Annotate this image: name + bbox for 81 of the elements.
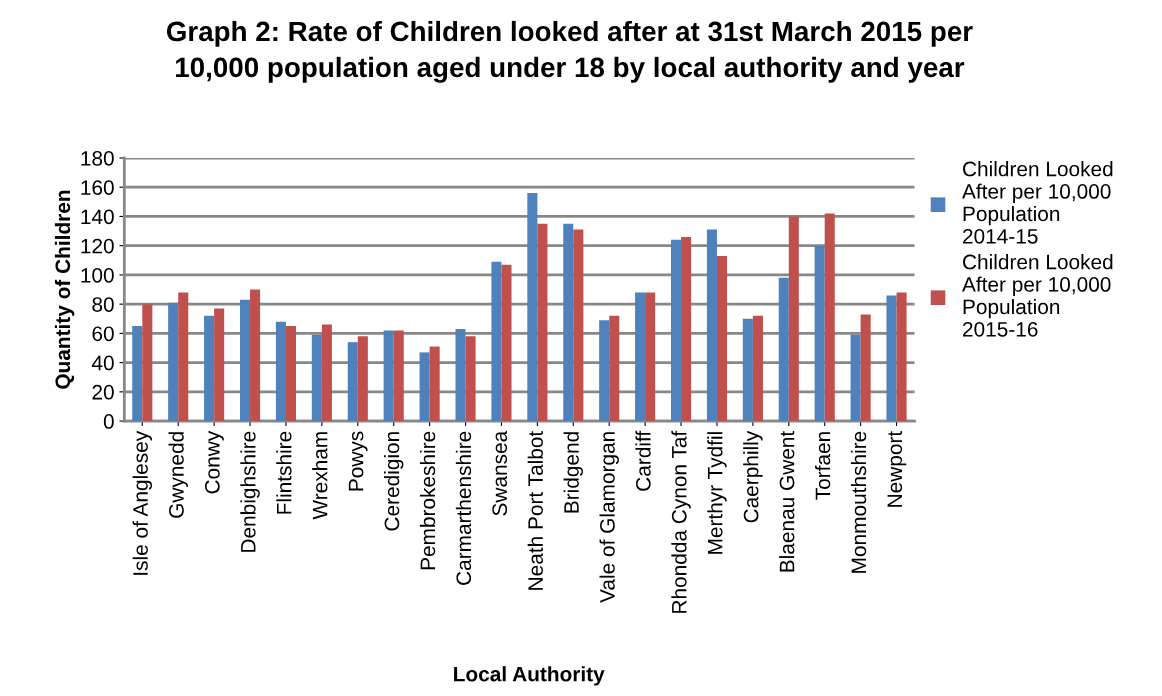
y-tick-label: 40	[91, 355, 114, 371]
x-tick-label: Pembrokeshire	[419, 431, 436, 570]
bar	[573, 229, 584, 422]
bar	[178, 292, 189, 422]
x-tick-label: Vale of Glamorgan	[599, 432, 619, 603]
y-tick-label: 180	[81, 150, 114, 166]
bar	[752, 315, 763, 422]
y-tick-label: 140	[81, 209, 114, 225]
bar	[896, 292, 907, 422]
x-tick-label: Rhondda Cynon Taf	[671, 430, 691, 613]
x-tick-label: Merthyr Tydfil	[707, 432, 727, 554]
bar	[886, 295, 897, 422]
bar	[814, 245, 825, 422]
bar	[275, 321, 286, 422]
bar	[142, 304, 153, 422]
bar	[239, 299, 251, 422]
x-tick-label: Wrexham	[312, 432, 328, 520]
x-tick-label: Denbighshire	[240, 431, 260, 552]
bar	[527, 193, 538, 422]
bar	[742, 318, 753, 422]
y-tick-label: 20	[92, 384, 114, 400]
bar	[609, 315, 620, 422]
y-tick-label: 0	[103, 414, 114, 429]
bar	[563, 223, 574, 422]
bar	[537, 223, 548, 422]
bar	[824, 213, 835, 422]
bar	[716, 255, 728, 422]
chart-title: Graph 2: Rate of Children looked after at 31st March 2015 per 10,000 population aged under 18 by local authority and year	[166, 20, 973, 83]
bar	[250, 289, 261, 422]
x-tick-label: Carmarthenshire	[455, 431, 472, 585]
bar	[393, 330, 404, 422]
x-tick-label: Isle of Anglesey	[132, 430, 152, 575]
bar	[132, 326, 143, 422]
x-tick-label: Gwynedd	[168, 432, 188, 518]
bar	[311, 334, 322, 422]
y-tick-label: 100	[81, 267, 114, 283]
x-tick-label: Cardiff	[635, 430, 651, 491]
x-tick-label: Bridgend	[563, 432, 583, 513]
bar	[214, 308, 225, 422]
x-tick-label: Caerphilly	[743, 430, 763, 523]
x-tick-label: Blaenau Gwent	[779, 430, 795, 572]
bar	[681, 236, 692, 422]
y-tick-label: 60	[92, 326, 114, 342]
x-tick-label: Conwy	[204, 430, 224, 494]
legend-label: Children Looked After per 10,000 Population 2015-16	[962, 254, 1113, 337]
x-tick-label: Ceredigion	[384, 432, 404, 531]
x-tick-label: Monmouthshire	[850, 431, 867, 573]
x-axis-title: Local Authority	[454, 666, 605, 686]
y-tick-label: 160	[81, 180, 114, 195]
x-tick-label: Newport	[887, 430, 907, 507]
bar	[706, 229, 717, 422]
y-tick-label: 120	[81, 238, 114, 254]
bar	[788, 216, 799, 422]
bar	[383, 330, 394, 422]
bar	[455, 329, 466, 422]
bar	[357, 336, 368, 422]
y-tick-label: 80	[92, 297, 114, 312]
bar	[168, 302, 179, 422]
bar	[347, 342, 358, 422]
bar	[635, 292, 646, 422]
bar	[778, 277, 789, 422]
x-tick-label: Neath Port Talbot	[527, 430, 543, 590]
bar	[850, 334, 861, 422]
bar	[204, 315, 215, 422]
bar	[465, 336, 476, 422]
x-tick-label: Swansea	[492, 430, 508, 516]
bar	[419, 352, 430, 422]
legend-label: Children Looked After per 10,000 Population 2014-15	[962, 161, 1113, 244]
bar	[860, 314, 871, 422]
bar	[285, 326, 297, 422]
bar	[321, 324, 332, 422]
x-tick-label: Powys	[348, 431, 368, 491]
x-tick-label: Torfaen	[815, 432, 831, 500]
bar	[501, 264, 512, 422]
bar	[645, 292, 656, 422]
y-axis-title: Quantity of Children	[54, 190, 75, 389]
bar	[670, 239, 682, 422]
bar	[491, 261, 502, 422]
bar	[429, 346, 440, 422]
bar	[599, 320, 610, 422]
x-tick-label: Flintshire	[276, 431, 292, 514]
